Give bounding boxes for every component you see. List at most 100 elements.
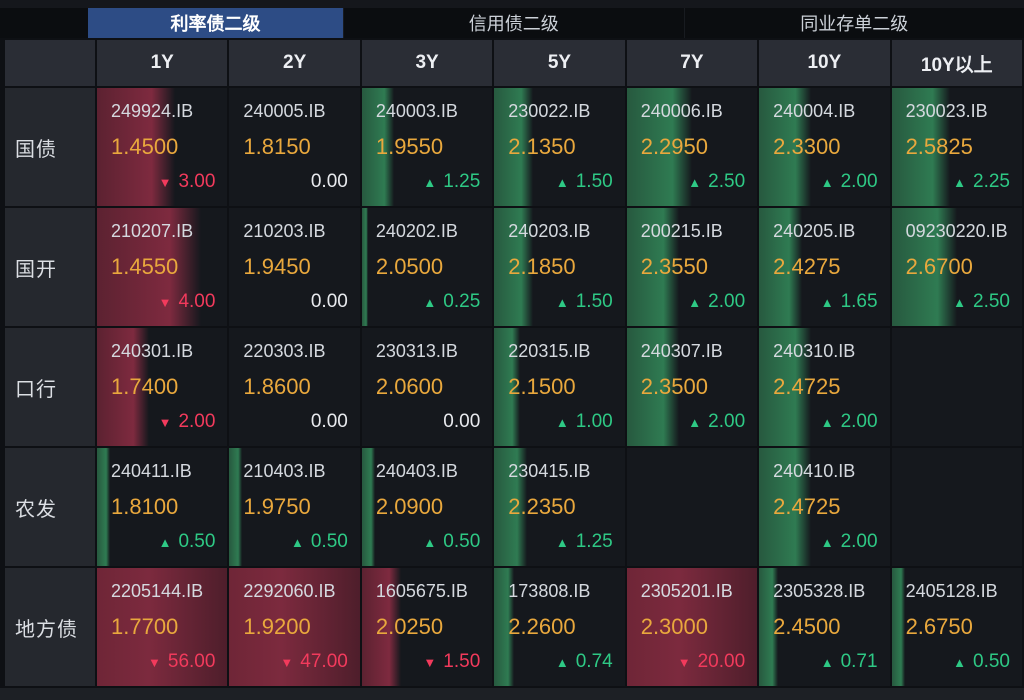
bond-cell[interactable]: 230313.IB 2.0600 0.00 [361,328,493,446]
bond-change: ▲ 2.00 [641,411,745,434]
bond-cell[interactable]: 230022.IB 2.1350 ▲ 1.50 [494,88,625,206]
bond-cell[interactable]: 240005.IB 1.8150 0.00 [229,88,360,206]
bond-cell-content: 173808.IB 2.2600 ▲ 0.74 [494,568,624,686]
down-arrow-icon: ▼ [158,175,172,191]
bond-code: 09230220.IB [905,221,1008,241]
tab-ncd-secondary[interactable]: 同业存单二级 [683,8,1024,38]
change-heat-bar [229,568,360,686]
row-label: 国开 [5,208,95,326]
bond-yield: 2.6750 [905,614,973,640]
change-heat-bar [494,328,521,446]
bond-code: 240006.IB [640,101,723,121]
up-arrow-icon: ▲ [555,655,569,671]
bond-code: 240203.IB [508,221,591,241]
bond-change: ▲ 1.65 [773,291,878,314]
bond-cell[interactable]: 2205144.IB 1.7700 ▼ 56.00 [97,568,228,686]
bond-cell[interactable]: 240411.IB 1.8100 ▲ 0.50 [97,448,228,566]
bond-cell[interactable]: 240410.IB 2.4725 ▲ 2.00 [759,448,890,566]
bond-code: 173808.IB [508,581,591,601]
change-value: 1.25 [575,531,613,553]
bond-cell[interactable]: 1605675.IB 2.0250 ▼ 1.50 [361,568,493,686]
bond-cell-content: 2292060.IB 1.9200 ▼ 47.00 [229,568,359,686]
bond-code: 240403.IB [375,461,458,481]
bond-cell[interactable]: 240202.IB 2.0500 ▲ 0.25 [361,208,493,326]
change-heat-bar [494,448,527,566]
bond-yield: 2.1850 [508,254,576,280]
change-value: 1.50 [575,171,613,193]
bond-cell[interactable]: 240403.IB 2.0900 ▲ 0.50 [361,448,493,566]
bond-cell[interactable]: 230415.IB 2.2350 ▲ 1.25 [494,448,625,566]
bond-cell-content: 2405128.IB 2.6750 ▲ 0.50 [892,568,1022,686]
change-heat-bar [97,568,228,686]
bond-cell-content: 210203.IB 1.9450 0.00 [229,208,359,326]
change-value: 0.50 [178,531,216,553]
tab-interest-rate-bonds-secondary[interactable]: 利率债二级 [88,8,343,38]
bond-cell[interactable]: 230023.IB 2.5825 ▲ 2.25 [891,88,1022,206]
bond-change: ▲ 1.50 [508,171,613,194]
change-value: 4.00 [178,291,216,313]
bond-cell-content: 09230220.IB 2.6700 ▲ 2.50 [892,208,1022,326]
bond-cell[interactable]: 240006.IB 2.2950 ▲ 2.50 [626,88,758,206]
bond-cell[interactable]: 210207.IB 1.4550 ▼ 4.00 [97,208,228,326]
change-heat-bar [97,328,150,446]
bond-change: ▲ 1.00 [508,411,613,434]
bond-code: 1605675.IB [375,581,468,601]
change-value: 0.74 [575,651,613,673]
bond-code: 240004.IB [773,101,856,121]
bond-code: 220303.IB [243,341,326,361]
bond-cell[interactable]: 240307.IB 2.3500 ▲ 2.00 [626,328,758,446]
up-arrow-icon: ▲ [555,415,569,431]
bond-cell[interactable]: 200215.IB 2.3550 ▲ 2.00 [626,208,758,326]
bond-cell-content: 240005.IB 1.8150 0.00 [229,88,359,206]
bond-cell[interactable]: 2292060.IB 1.9200 ▼ 47.00 [229,568,360,686]
bond-change: ▲ 2.00 [773,411,878,434]
bond-change: ▲ 0.50 [111,531,216,554]
bond-yield: 2.0600 [375,374,444,400]
tab-bar: 利率债二级 信用债二级 同业存单二级 [0,8,1024,38]
bond-cell[interactable]: 240310.IB 2.4725 ▲ 2.00 [759,328,890,446]
bond-code: 210207.IB [111,221,194,241]
bond-cell[interactable]: 2305328.IB 2.4500 ▲ 0.71 [759,568,890,686]
bond-cell[interactable]: 220315.IB 2.1500 ▲ 1.00 [494,328,625,446]
up-arrow-icon: ▲ [953,655,967,671]
bond-code: 210403.IB [243,461,326,481]
bond-code: 240410.IB [773,461,856,481]
bond-cell[interactable]: 249924.IB 1.4500 ▼ 3.00 [97,88,228,206]
bond-cell[interactable]: 240004.IB 2.3300 ▲ 2.00 [759,88,890,206]
bond-cell[interactable]: 210203.IB 1.9450 0.00 [229,208,360,326]
bond-change: ▼ 2.00 [111,411,216,434]
change-heat-bar [759,208,803,326]
bond-yield: 2.3000 [640,614,708,640]
bond-change: ▲ 2.00 [773,171,878,194]
row-label: 国债 [5,88,95,206]
bond-cell[interactable]: 240301.IB 1.7400 ▼ 2.00 [97,328,228,446]
bond-yield: 2.4725 [773,494,841,520]
bond-cell[interactable]: 240205.IB 2.4275 ▲ 1.65 [759,208,890,326]
bond-cell-content: 240310.IB 2.4725 ▲ 2.00 [759,328,889,446]
bond-cell-empty [891,328,1022,446]
bond-cell-content: 240411.IB 1.8100 ▲ 0.50 [97,448,227,566]
up-arrow-icon: ▲ [555,295,569,311]
bond-cell[interactable]: 240003.IB 1.9550 ▲ 1.25 [361,88,493,206]
up-arrow-icon: ▲ [555,535,569,551]
bond-cell[interactable]: 210403.IB 1.9750 ▲ 0.50 [229,448,360,566]
bond-cell[interactable]: 09230220.IB 2.6700 ▲ 2.50 [891,208,1022,326]
bond-cell[interactable]: 173808.IB 2.2600 ▲ 0.74 [494,568,625,686]
bond-yield: 1.4550 [111,254,179,280]
bond-cell-content: 240202.IB 2.0500 ▲ 0.25 [362,208,492,326]
bond-cell[interactable]: 2305201.IB 2.3000 ▼ 20.00 [626,568,758,686]
bond-cell-content: 230415.IB 2.2350 ▲ 1.25 [494,448,624,566]
bond-yield: 2.2350 [508,494,576,520]
bond-cell[interactable]: 240203.IB 2.1850 ▲ 1.50 [494,208,625,326]
bond-cell[interactable]: 2405128.IB 2.6750 ▲ 0.50 [891,568,1022,686]
tab-credit-bonds-secondary[interactable]: 信用债二级 [343,8,684,38]
column-header-7y: 7Y [626,40,758,86]
bond-yield: 2.4275 [773,254,841,280]
bond-yield: 2.2600 [508,614,576,640]
bond-cell-content: 240410.IB 2.4725 ▲ 2.00 [759,448,889,566]
bond-yield: 1.8100 [111,494,179,520]
change-heat-bar [626,328,679,446]
bond-cell[interactable]: 220303.IB 1.8600 0.00 [229,328,360,446]
bond-yield: 1.9750 [243,494,311,520]
bond-yield: 1.9450 [243,254,311,280]
